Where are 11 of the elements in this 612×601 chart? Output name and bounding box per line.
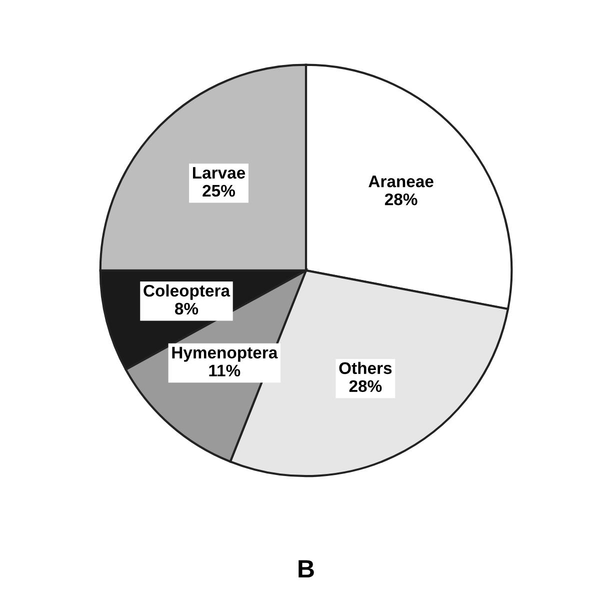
data-label: 8% xyxy=(174,302,198,315)
data-label: 28% xyxy=(349,380,382,392)
data-label: 25% xyxy=(202,184,235,197)
text: B xyxy=(298,560,314,578)
slice-label: Others xyxy=(339,362,392,374)
data-label: 28% xyxy=(384,193,418,206)
data-label: 11% xyxy=(209,364,240,376)
slice-label: Araneae xyxy=(368,176,434,188)
slice-label: Hymenoptera xyxy=(172,346,278,362)
slice-label: Larvae xyxy=(193,167,246,179)
slice-label: Coleoptera xyxy=(144,284,230,300)
